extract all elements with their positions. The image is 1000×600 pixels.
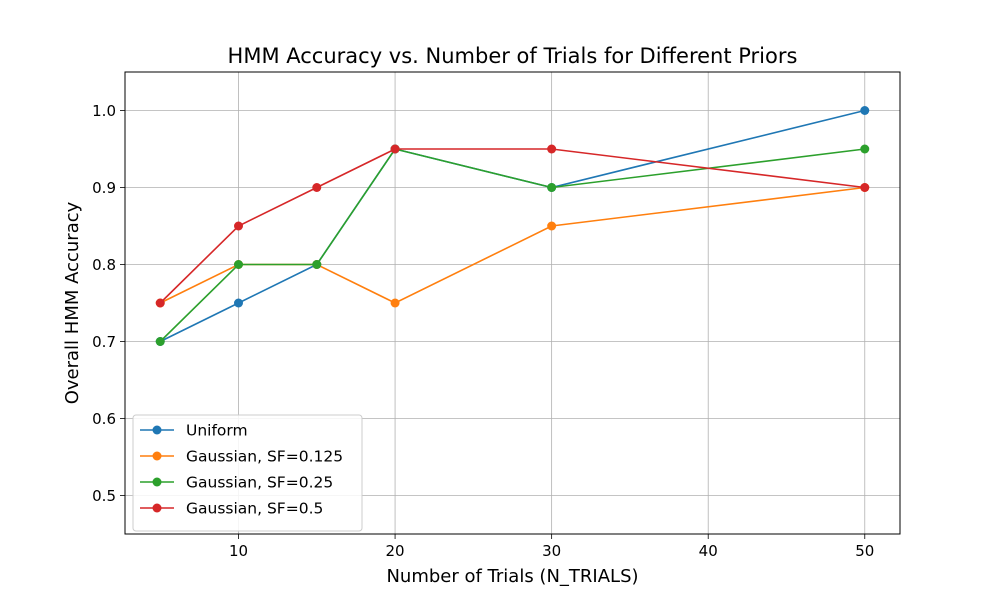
data-point <box>860 106 870 115</box>
series-line <box>159 186 865 304</box>
x-tick-label: 10 <box>229 542 248 560</box>
series-line <box>159 109 865 343</box>
data-point <box>860 144 870 154</box>
legend-box <box>132 414 363 532</box>
legend-label: Gaussian, SF=0.5 <box>186 500 323 518</box>
y-tick-label: 0.9 <box>92 179 116 197</box>
legend-swatch-marker <box>152 503 162 513</box>
series-line <box>159 148 865 304</box>
x-tick-label: 40 <box>699 542 718 560</box>
data-point <box>547 221 557 231</box>
y-axis-label: Overall HMM Accuracy <box>62 201 83 404</box>
y-tick-label: 0.5 <box>92 487 116 505</box>
plot-area-frame <box>124 71 901 535</box>
data-point <box>312 260 322 269</box>
data-point <box>547 183 557 192</box>
data-point <box>390 298 400 308</box>
series-layer <box>155 106 870 346</box>
x-axis-label: Number of Trials (N_TRIALS) <box>386 566 638 587</box>
legend-swatch-marker <box>152 477 162 487</box>
data-point <box>390 144 400 154</box>
series-line <box>159 148 865 343</box>
legend-swatch-marker <box>152 425 162 435</box>
legend-label: Uniform <box>186 422 248 440</box>
axis-ticks: 10 20 30 40 50 0.5 0.6 0.7 0.8 0.9 1.0 <box>92 102 874 560</box>
legend: Uniform Gaussian, SF=0.125 Gaussian, SF=0.… <box>132 414 363 532</box>
data-point <box>234 298 244 308</box>
y-tick-label: 0.7 <box>92 333 116 351</box>
data-point <box>312 183 322 192</box>
x-tick-label: 30 <box>542 542 561 560</box>
data-point <box>155 337 165 346</box>
legend-swatch-marker <box>152 451 162 461</box>
y-tick-label: 1.0 <box>92 102 116 120</box>
y-tick-label: 0.6 <box>92 410 116 428</box>
data-point <box>234 221 244 231</box>
data-point <box>860 183 870 192</box>
x-tick-label: 50 <box>855 542 874 560</box>
legend-label: Gaussian, SF=0.125 <box>186 448 343 466</box>
x-tick-label: 20 <box>386 542 405 560</box>
data-point <box>547 144 557 154</box>
chart-title: HMM Accuracy vs. Number of Trials for Di… <box>228 44 798 68</box>
legend-label: Gaussian, SF=0.25 <box>186 474 333 492</box>
y-tick-label: 0.8 <box>92 256 116 274</box>
data-point <box>234 260 244 269</box>
data-point <box>155 298 165 308</box>
